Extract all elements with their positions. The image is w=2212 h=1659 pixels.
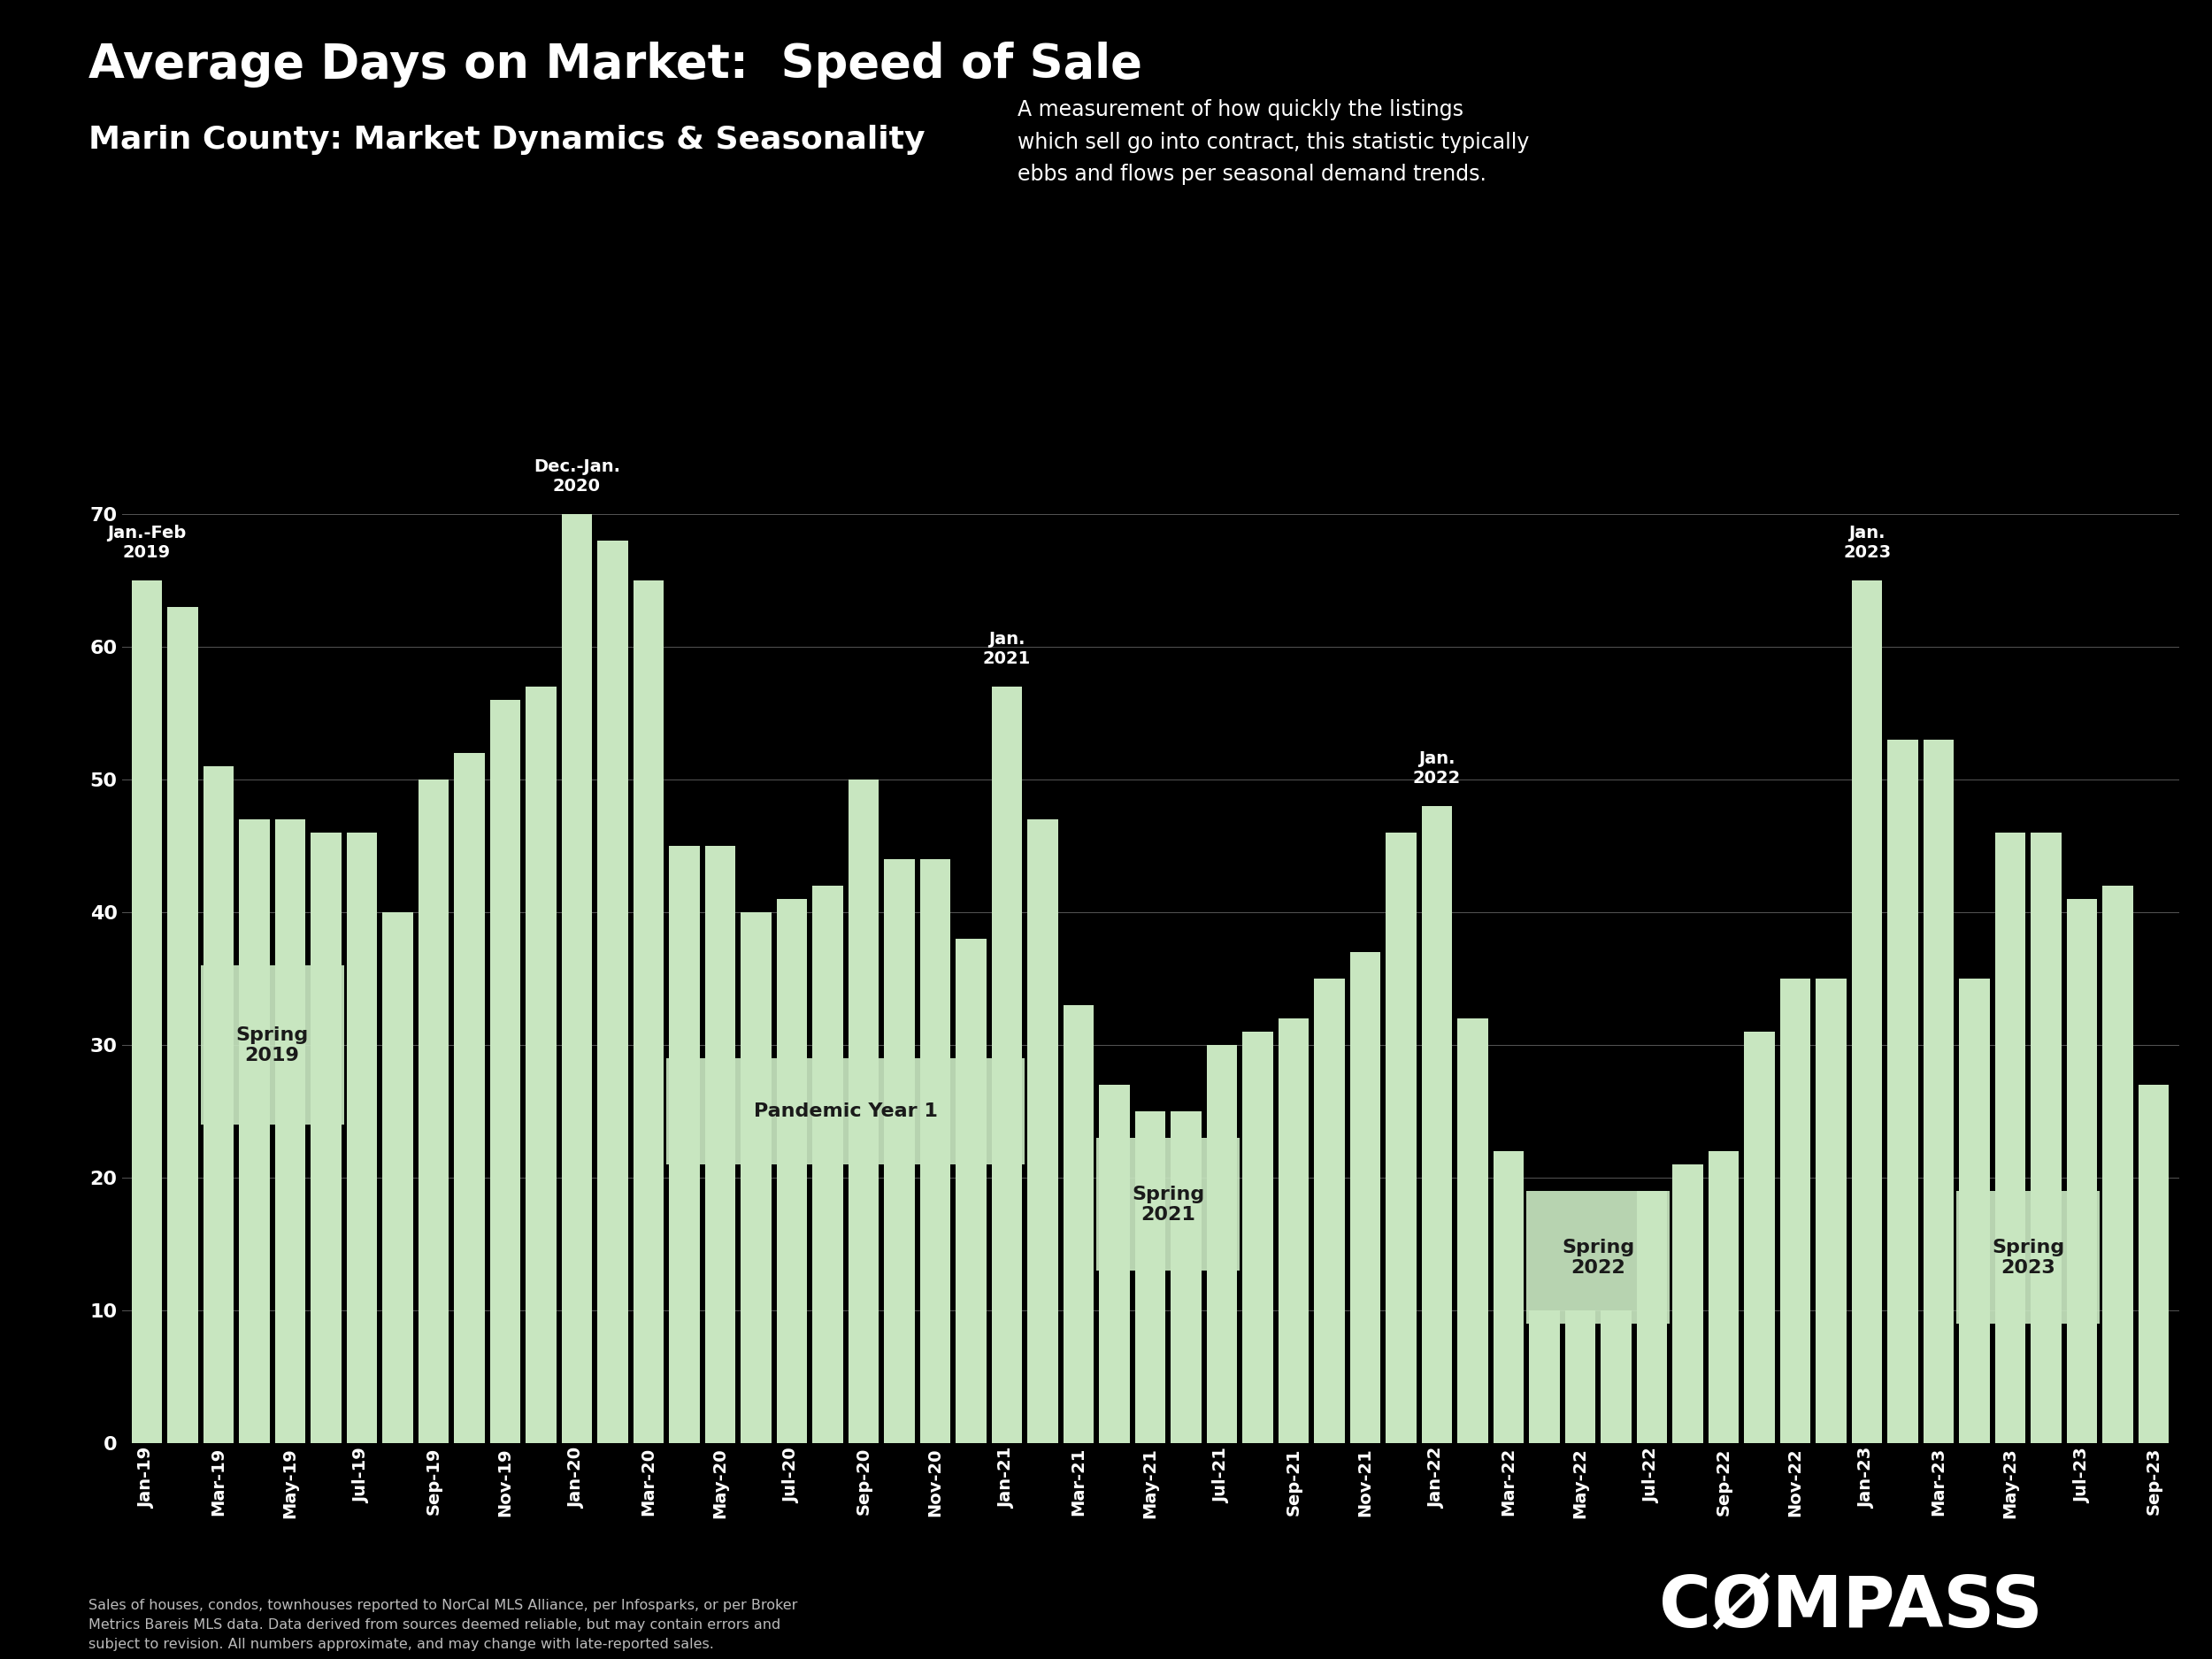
Bar: [1781, 979, 1812, 1443]
Bar: [239, 820, 270, 1443]
Bar: [1170, 1112, 1201, 1443]
Bar: [1816, 979, 1847, 1443]
Text: Average Days on Market:  Speed of Sale: Average Days on Market: Speed of Sale: [88, 41, 1141, 88]
Bar: [1924, 740, 1953, 1443]
Bar: [383, 912, 414, 1443]
Bar: [489, 700, 520, 1443]
Bar: [274, 820, 305, 1443]
Text: Spring
2022: Spring 2022: [1562, 1238, 1635, 1277]
Bar: [1745, 1032, 1774, 1443]
Bar: [2066, 899, 2097, 1443]
Text: Spring
2019: Spring 2019: [237, 1025, 307, 1065]
FancyBboxPatch shape: [1958, 1191, 2099, 1324]
Text: Jan.-Feb
2019: Jan.-Feb 2019: [106, 524, 186, 561]
Bar: [1566, 1311, 1595, 1443]
FancyBboxPatch shape: [666, 1058, 1024, 1165]
Bar: [1135, 1112, 1166, 1443]
Bar: [2139, 1085, 2170, 1443]
Bar: [812, 886, 843, 1443]
Bar: [1528, 1311, 1559, 1443]
Bar: [668, 846, 699, 1443]
Bar: [131, 581, 161, 1443]
Bar: [1029, 820, 1057, 1443]
Bar: [1279, 1019, 1310, 1443]
FancyBboxPatch shape: [1097, 1138, 1241, 1271]
Bar: [168, 607, 197, 1443]
Bar: [526, 687, 555, 1443]
Bar: [1960, 979, 1991, 1443]
FancyBboxPatch shape: [1526, 1191, 1670, 1324]
Bar: [847, 780, 878, 1443]
Text: Spring
2023: Spring 2023: [1993, 1238, 2064, 1277]
Bar: [1601, 1311, 1632, 1443]
Bar: [1208, 1045, 1237, 1443]
Bar: [1314, 979, 1345, 1443]
Bar: [1887, 740, 1918, 1443]
Bar: [776, 899, 807, 1443]
Bar: [310, 833, 341, 1443]
Bar: [920, 859, 951, 1443]
Bar: [991, 687, 1022, 1443]
Bar: [885, 859, 914, 1443]
Bar: [1708, 1151, 1739, 1443]
Bar: [1851, 581, 1882, 1443]
Bar: [1637, 1191, 1668, 1443]
Text: Jan.
2021: Jan. 2021: [982, 630, 1031, 667]
Bar: [418, 780, 449, 1443]
FancyBboxPatch shape: [201, 966, 343, 1125]
Bar: [1243, 1032, 1272, 1443]
Bar: [741, 912, 772, 1443]
Text: Pandemic Year 1: Pandemic Year 1: [754, 1103, 938, 1120]
Bar: [1493, 1151, 1524, 1443]
Bar: [956, 939, 987, 1443]
Bar: [633, 581, 664, 1443]
Bar: [1099, 1085, 1130, 1443]
Bar: [204, 766, 234, 1443]
Bar: [453, 753, 484, 1443]
Bar: [1387, 833, 1416, 1443]
Text: A measurement of how quickly the listings
which sell go into contract, this stat: A measurement of how quickly the listing…: [1018, 100, 1528, 186]
Bar: [347, 833, 376, 1443]
Bar: [1349, 952, 1380, 1443]
Text: CØMPASS: CØMPASS: [1659, 1573, 2044, 1642]
Bar: [1995, 833, 2026, 1443]
Bar: [562, 514, 593, 1443]
Text: Spring
2021: Spring 2021: [1133, 1185, 1206, 1224]
Bar: [1422, 806, 1453, 1443]
Text: Jan.
2023: Jan. 2023: [1843, 524, 1891, 561]
Bar: [1064, 1005, 1093, 1443]
Bar: [1458, 1019, 1489, 1443]
Bar: [706, 846, 734, 1443]
Bar: [1672, 1165, 1703, 1443]
Text: Sales of houses, condos, townhouses reported to NorCal MLS Alliance, per Infospa: Sales of houses, condos, townhouses repo…: [88, 1599, 799, 1651]
Text: Marin County: Market Dynamics & Seasonality: Marin County: Market Dynamics & Seasonal…: [88, 124, 925, 154]
Bar: [2031, 833, 2062, 1443]
Text: Dec.-Jan.
2020: Dec.-Jan. 2020: [533, 458, 619, 494]
Text: Jan.
2022: Jan. 2022: [1413, 750, 1460, 786]
Bar: [597, 541, 628, 1443]
Bar: [2104, 886, 2132, 1443]
